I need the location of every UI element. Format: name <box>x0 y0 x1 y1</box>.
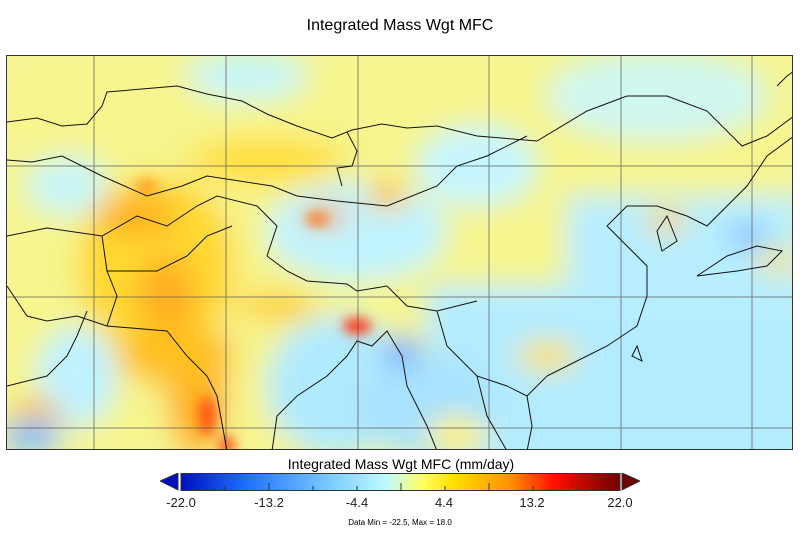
field-shading <box>7 56 792 449</box>
colorbar-label: Integrated Mass Wgt MFC (mm/day) <box>287 456 515 472</box>
country-borders <box>7 71 792 449</box>
colorbar-tick-label: 22.0 <box>607 495 633 510</box>
field-map <box>7 56 792 449</box>
colorbar <box>160 473 640 491</box>
field-peaks <box>137 180 371 449</box>
colorbar-tick-label: 4.4 <box>434 495 454 510</box>
colorbar-ticks <box>224 483 578 491</box>
colorbar-max-arrow <box>621 473 640 491</box>
colorbar-min-arrow <box>160 473 179 491</box>
map-title: Integrated Mass Wgt MFC <box>306 17 494 34</box>
colorbar-tick-label: -22.0 <box>166 495 196 510</box>
colorbar-tick-label: -4.4 <box>345 495 369 510</box>
colorbar-tick-label: 13.2 <box>519 495 545 510</box>
data-range-text: Data Min = -22.5, Max = 18.0 <box>348 518 452 527</box>
colorbar-tick-label: -13.2 <box>254 495 284 510</box>
map-panel <box>6 55 793 450</box>
graticule <box>7 56 792 449</box>
